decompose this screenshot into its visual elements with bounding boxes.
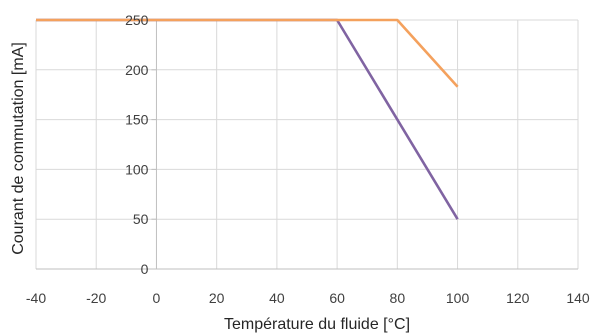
x-tick-label: 40 <box>269 290 285 306</box>
grid-lines <box>35 19 579 269</box>
y-tick-label: 250 <box>125 12 149 28</box>
series-line-1 <box>36 18 459 88</box>
series-lines <box>36 18 459 220</box>
x-tick-label: 100 <box>446 290 470 306</box>
x-tick-label: 60 <box>329 290 345 306</box>
y-tick-label: 0 <box>141 261 149 277</box>
y-tick-label: 50 <box>133 211 149 227</box>
x-axis-label: Température du fluide [°C] <box>224 316 410 333</box>
y-axis-label: Courant de commutation [mA] <box>10 42 27 255</box>
x-tick-label: 120 <box>506 290 530 306</box>
x-tick-label: -20 <box>86 290 106 306</box>
y-tick-label: 100 <box>125 161 149 177</box>
tick-labels: -40 -20 0 20 40 60 80 100 120 140 0 50 100 150 200 250 <box>26 12 590 306</box>
x-tick-label: 80 <box>390 290 406 306</box>
x-tick-label: 20 <box>209 290 225 306</box>
axes <box>36 19 578 270</box>
x-tick-label: -40 <box>26 290 46 306</box>
x-tick-label: 0 <box>153 290 161 306</box>
y-tick-label: 150 <box>125 112 149 128</box>
y-tick-label: 200 <box>125 62 149 78</box>
x-tick-label: 140 <box>566 290 590 306</box>
